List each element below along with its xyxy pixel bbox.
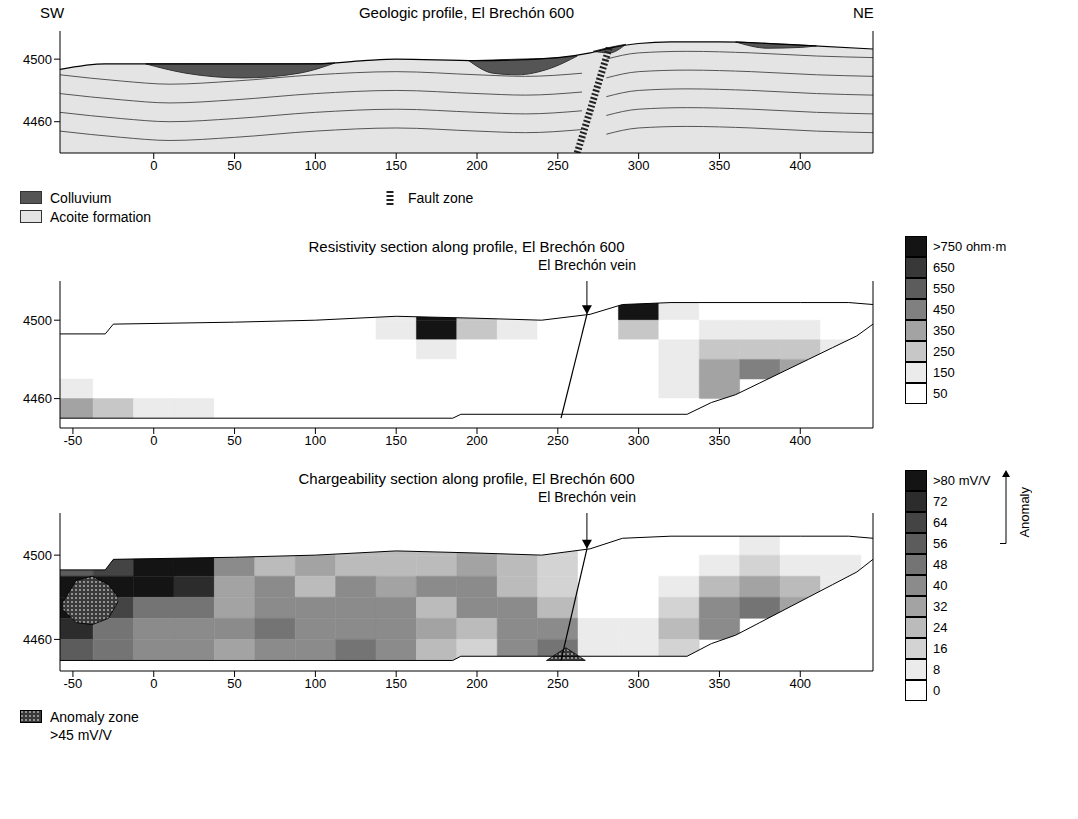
svg-text:400: 400 [789, 158, 811, 173]
html-text:NE: NE [853, 4, 874, 21]
html-text:El Brechón vein: El Brechón vein [537, 257, 636, 273]
svg-text:150: 150 [385, 433, 407, 448]
svg-text:400: 400 [789, 676, 811, 691]
svg-text:0: 0 [150, 676, 157, 691]
svg-text:200: 200 [466, 158, 488, 173]
html-text:Colluvium: Colluvium [50, 189, 112, 206]
html-text:64: 64 [933, 514, 948, 530]
svg-text:0: 0 [150, 158, 157, 173]
svg-text:250: 250 [547, 433, 569, 448]
html-text:Acoite formation: Acoite formation [50, 208, 152, 225]
html-text:Resistivity section along prof: Resistivity section along profile, El Br… [308, 238, 625, 255]
svg-text:150: 150 [385, 676, 407, 691]
html-text:Fault zone: Fault zone [408, 189, 474, 206]
svg-text:4500: 4500 [23, 52, 52, 67]
html-text:16: 16 [933, 640, 948, 656]
svg-text:100: 100 [305, 158, 327, 173]
html-text:>750 ohm·m: >750 ohm·m [933, 238, 1007, 254]
svg-text:100: 100 [305, 676, 327, 691]
svg-text:-50: -50 [64, 433, 83, 448]
svg-text:-50: -50 [64, 676, 83, 691]
svg-text:200: 200 [466, 676, 488, 691]
svg-text:4500: 4500 [23, 313, 52, 328]
svg-text:4500: 4500 [23, 548, 52, 563]
svg-text:400: 400 [789, 433, 811, 448]
svg-text:50: 50 [227, 433, 241, 448]
html-text:El Brechón vein: El Brechón vein [537, 489, 636, 505]
html-text:550: 550 [933, 280, 955, 296]
html-text:150: 150 [933, 364, 955, 380]
html-text:Anomaly zone: Anomaly zone [50, 709, 139, 725]
svg-text:200: 200 [466, 433, 488, 448]
svg-text:4460: 4460 [23, 391, 52, 406]
svg-text:150: 150 [385, 158, 407, 173]
html-text:>80 mV/V: >80 mV/V [933, 472, 991, 488]
svg-text:300: 300 [628, 158, 650, 173]
html-text:50: 50 [933, 385, 948, 401]
html-text:450: 450 [933, 301, 955, 317]
svg-text:250: 250 [547, 158, 569, 173]
html-text:Anomaly: Anomaly [1017, 486, 1032, 538]
svg-text:50: 50 [227, 158, 241, 173]
html-text:32: 32 [933, 598, 948, 614]
svg-text:4460: 4460 [23, 114, 52, 129]
html-text:56: 56 [933, 535, 948, 551]
svg-text:50: 50 [227, 676, 241, 691]
html-text:SW: SW [40, 4, 65, 21]
svg-text:4460: 4460 [23, 632, 52, 647]
html-text:250: 250 [933, 343, 955, 359]
svg-text:350: 350 [709, 433, 731, 448]
svg-text:300: 300 [628, 676, 650, 691]
svg-text:250: 250 [547, 676, 569, 691]
svg-text:100: 100 [305, 433, 327, 448]
svg-text:300: 300 [628, 433, 650, 448]
html-text:Geologic profile, El Brechón 6: Geologic profile, El Brechón 600 [358, 4, 575, 21]
svg-text:0: 0 [150, 433, 157, 448]
html-text:>45 mV/V: >45 mV/V [50, 727, 112, 743]
html-text:Chargeability section along pr: Chargeability section along profile, El … [298, 470, 635, 487]
html-text:72: 72 [933, 493, 948, 509]
html-text:24: 24 [933, 619, 948, 635]
svg-text:350: 350 [709, 158, 731, 173]
html-text:40: 40 [933, 577, 948, 593]
html-text:48: 48 [933, 556, 948, 572]
html-text:650: 650 [933, 259, 955, 275]
html-text:350: 350 [933, 322, 955, 338]
html-text:8: 8 [933, 661, 941, 677]
svg-text:350: 350 [709, 676, 731, 691]
html-text:0: 0 [933, 682, 941, 698]
